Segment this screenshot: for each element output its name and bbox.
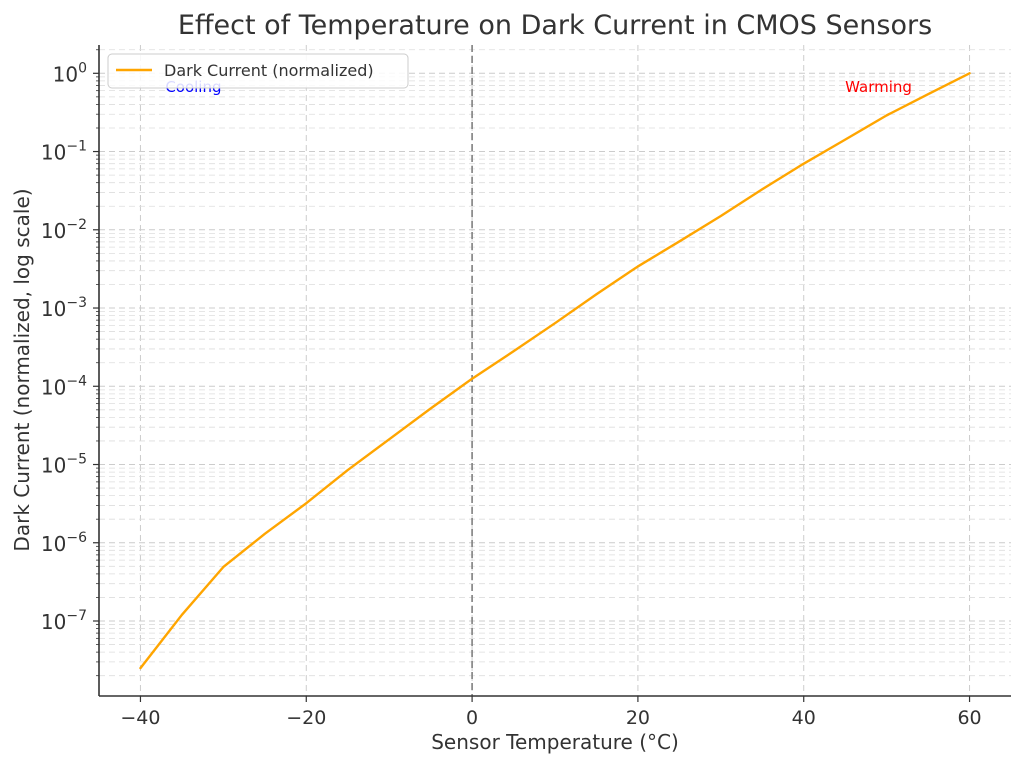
x-tick-label: 0 (466, 707, 478, 729)
annotation-warming: Warming (845, 78, 912, 96)
y-tick-label: 10−7 (41, 608, 87, 634)
legend-label: Dark Current (normalized) (164, 61, 374, 80)
y-tick-label: 100 (53, 60, 87, 86)
y-tick-label: 10−3 (41, 295, 87, 321)
axes-layer (98, 45, 1011, 697)
x-tick-label: 40 (792, 707, 816, 729)
legend: Dark Current (normalized) (107, 53, 409, 89)
x-tick-label: 20 (626, 707, 650, 729)
y-tick-label: 10−4 (41, 373, 87, 399)
series-line (139, 72, 971, 670)
y-tick-label: 10−2 (41, 217, 87, 243)
x-tick-label: −40 (120, 707, 160, 729)
y-tick-label: 10−6 (41, 530, 87, 556)
y-tick-label: 10−5 (41, 452, 87, 478)
grid-layer (99, 45, 1011, 696)
x-tick-label: 60 (957, 707, 981, 729)
ticks-layer: −40 −20 0 20 40 60 100 10−1 10−2 10−3 10−4 10−5 10−6… (41, 49, 982, 729)
series-layer (139, 72, 971, 670)
x-tick-label: −20 (286, 707, 326, 729)
legend-box (107, 53, 409, 89)
chart-title: Effect of Temperature on Dark Current in… (178, 10, 932, 41)
y-axis-label: Dark Current (normalized, log scale) (10, 188, 34, 551)
x-axis-label: Sensor Temperature (°C) (431, 730, 679, 754)
y-tick-label: 10−1 (41, 139, 87, 165)
